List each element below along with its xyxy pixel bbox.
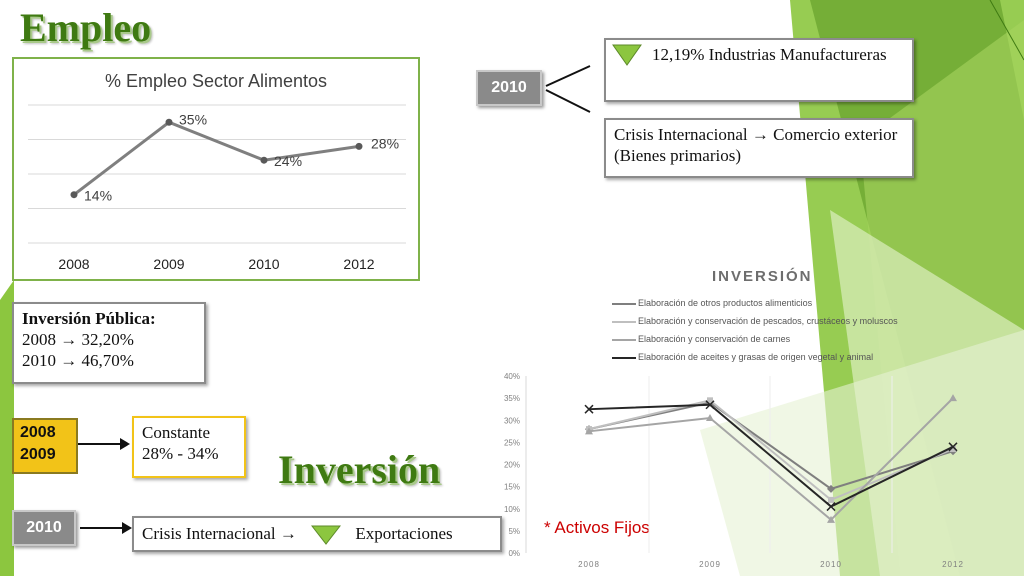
- inv-point: [950, 446, 956, 453]
- crisis-exportaciones-box: Crisis Internacional → Exportaciones: [132, 516, 502, 552]
- inversion-publica-title: Inversión Pública:: [22, 309, 156, 328]
- inv-series-line: [588, 403, 954, 508]
- inv-y-tick-label: 10%: [504, 505, 520, 514]
- inv-point: [949, 394, 957, 402]
- empleo-chart: % Empleo Sector Alimentos 14% 2008 35% 2009…: [12, 57, 420, 281]
- empleo-data-label: 35%: [179, 111, 207, 127]
- inv-legend-swatch: [612, 302, 636, 305]
- arrow-to-constante: [78, 438, 130, 450]
- crisis-comercio-box: Crisis Internacional → Comercio exterior…: [604, 118, 914, 178]
- year-2008-label: 2008: [20, 424, 56, 441]
- inv-legend-label: Elaboración y conservación de pescados, …: [638, 316, 898, 326]
- down-triangle-icon: [612, 44, 642, 66]
- empleo-point: [260, 156, 268, 164]
- activos-fijos-note: * Activos Fijos: [544, 518, 650, 537]
- empleo-chart-svg: % Empleo Sector Alimentos 14% 2008 35% 2009…: [28, 71, 406, 272]
- empleo-x-tick-label: 2008: [58, 256, 89, 272]
- inv-x-tick-label: 2008: [578, 560, 600, 569]
- inv-legend-swatch: [612, 356, 636, 359]
- crisis-comercio-text: Crisis Internacional → Comercio exterior…: [614, 125, 898, 165]
- empleo-point: [355, 142, 363, 150]
- industrias-box: 12,19% Industrias Manufactureras: [604, 38, 914, 102]
- year-2010-label-top: 2010: [491, 79, 527, 96]
- empleo-point: [165, 118, 173, 126]
- inv-legend-item: Elaboración de aceites y grasas de orige…: [612, 352, 873, 363]
- inv-legend-item: Elaboración de otros productos alimentic…: [612, 298, 812, 309]
- inv-legend-item: Elaboración y conservación de carnes: [612, 334, 790, 345]
- inv-point: [827, 484, 835, 493]
- year-2009-label: 2009: [20, 446, 56, 463]
- empleo-x-tick-label: 2010: [248, 256, 279, 272]
- inversion-chart-title: INVERSIÓN: [712, 268, 813, 285]
- inv-y-tick-label: 40%: [504, 372, 520, 381]
- empleo-data-label: 24%: [274, 153, 302, 169]
- inv-x-tick-label: 2009: [699, 560, 721, 569]
- inv-legend-label: Elaboración de otros productos alimentic…: [638, 298, 813, 308]
- inversion-chart: 0% 5% 10% 15% 20% 25% 30% 35% 40% 2008 2009 2010 201…: [504, 372, 964, 569]
- inv-y-tick-label: 15%: [504, 483, 520, 492]
- inv-legend-item: Elaboración y conservación de pescados, …: [612, 316, 898, 327]
- inv-series-line: [588, 401, 954, 490]
- inv-point: [828, 496, 834, 503]
- year-2010-label-bottom: 2010: [26, 519, 62, 536]
- inv-point: [705, 400, 715, 410]
- inv-point: [585, 427, 593, 435]
- constante-range: 28% - 34%: [142, 444, 219, 463]
- inv-y-tick-label: 35%: [504, 394, 520, 403]
- branch-arrows: [545, 65, 591, 113]
- inv-series-line: [588, 399, 954, 502]
- arrow-to-exportaciones: [80, 522, 132, 534]
- inv-point: [948, 442, 958, 452]
- empleo-x-tick-label: 2009: [153, 256, 184, 272]
- empleo-series-line: [73, 120, 360, 196]
- empleo-data-label: 14%: [84, 188, 112, 204]
- inv-y-tick-label: 30%: [504, 416, 520, 425]
- inversion-publica-2008: 2008 → 32,20%: [22, 330, 134, 349]
- inv-y-tick-label: 0%: [508, 549, 520, 558]
- empleo-x-tick-label: 2012: [343, 256, 374, 272]
- year-2010-badge-top: 2010: [476, 70, 542, 106]
- year-2010-badge-bottom: 2010: [12, 510, 76, 546]
- inv-point: [827, 515, 835, 523]
- empleo-point: [70, 191, 78, 199]
- inv-legend-label: Elaboración de aceites y grasas de orige…: [638, 352, 874, 362]
- inversion-heading: Inversión: [278, 447, 441, 492]
- constante-label: Constante: [142, 423, 210, 442]
- constante-box: Constante 28% - 34%: [132, 416, 246, 478]
- inv-x-tick-label: 2012: [942, 560, 964, 569]
- year-2008-2009-box: 2008 2009: [12, 418, 78, 474]
- industrias-text: 12,19% Industrias Manufactureras: [652, 45, 887, 64]
- inv-legend-label: Elaboración y conservación de carnes: [638, 334, 791, 344]
- inv-legend-swatch: [612, 320, 636, 323]
- inv-legend-swatch: [612, 338, 636, 341]
- inversion-publica-2010: 2010 → 46,70%: [22, 351, 134, 370]
- inv-y-tick-label: 5%: [508, 527, 520, 536]
- empleo-data-label: 28%: [371, 135, 399, 151]
- crisis-exportaciones-suffix: Exportaciones: [355, 524, 453, 543]
- inv-point: [706, 414, 714, 422]
- inversion-publica-box: Inversión Pública: 2008 → 32,20% 2010 → …: [12, 302, 206, 384]
- inv-point: [584, 404, 594, 414]
- inv-y-tick-label: 20%: [504, 461, 520, 470]
- inv-point: [826, 502, 836, 512]
- empleo-chart-title: % Empleo Sector Alimentos: [105, 71, 327, 91]
- inv-y-tick-label: 25%: [504, 438, 520, 447]
- down-triangle-icon: [311, 525, 342, 545]
- inv-x-tick-label: 2010: [820, 560, 842, 569]
- empleo-heading: Empleo: [20, 5, 152, 50]
- inv-series-line: [588, 397, 954, 522]
- crisis-exportaciones-prefix: Crisis Internacional →: [142, 524, 297, 543]
- inv-point: [707, 397, 713, 404]
